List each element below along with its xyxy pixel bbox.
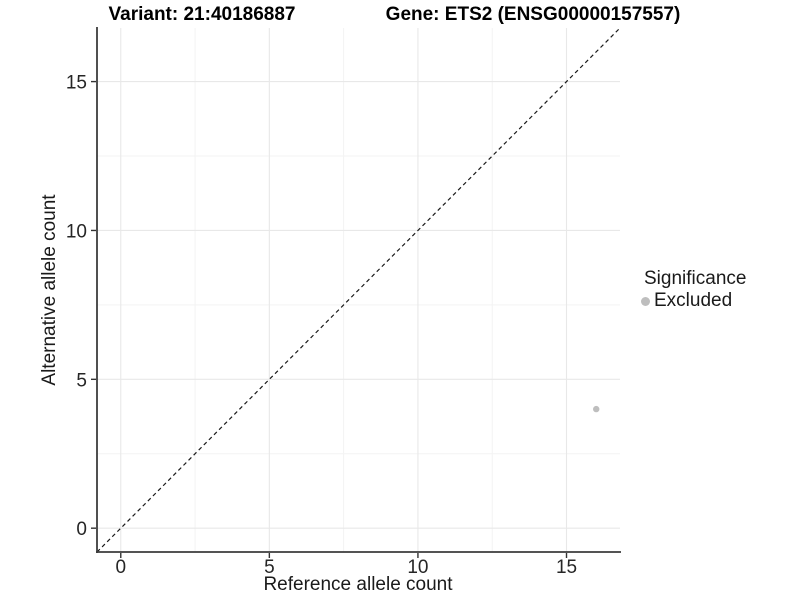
x-tick-label: 15 xyxy=(556,557,577,578)
y-tick-label: 15 xyxy=(66,73,87,94)
gene-title: Gene: ETS2 (ENSG00000157557) xyxy=(385,4,681,25)
y-tick-label: 10 xyxy=(66,221,87,242)
legend-title: Significance xyxy=(644,268,747,289)
x-tick-label: 10 xyxy=(407,557,428,578)
y-tick-label: 0 xyxy=(76,519,87,540)
y-axis-title: Alternative allele count xyxy=(39,194,60,386)
x-axis-title: Reference allele count xyxy=(263,574,453,595)
identity-line xyxy=(96,27,621,553)
legend-item-label: Excluded xyxy=(654,290,733,311)
y-tick-label: 5 xyxy=(76,370,87,391)
x-tick-label: 0 xyxy=(115,557,126,578)
excluded-point-icon xyxy=(641,296,650,306)
data-point xyxy=(593,405,600,413)
x-tick-label: 5 xyxy=(264,557,275,578)
variant-title: Variant: 21:40186887 xyxy=(108,4,296,25)
legend: Significance Excluded xyxy=(641,269,746,311)
legend-item-excluded: Excluded xyxy=(641,290,746,311)
